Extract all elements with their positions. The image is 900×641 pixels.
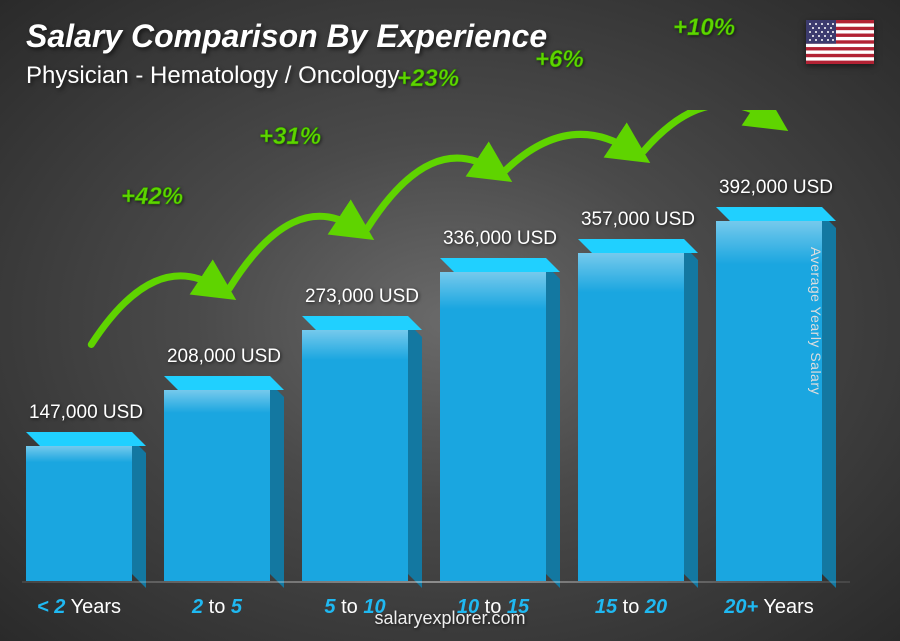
bar-group: 273,000 USD5 to 10 (302, 221, 408, 581)
chart-title: Salary Comparison By Experience (26, 18, 547, 55)
footer-source: salaryexplorer.com (0, 608, 900, 629)
bar (164, 390, 270, 581)
growth-pct: +42% (121, 183, 183, 211)
chart-subtitle: Physician - Hematology / Oncology (26, 62, 400, 90)
bar (440, 272, 546, 581)
bar-group: 208,000 USD2 to 5 (164, 221, 270, 581)
bar-group: 147,000 USD< 2 Years (26, 221, 132, 581)
bar-value: 273,000 USD (272, 286, 452, 308)
growth-pct: +31% (259, 123, 321, 151)
bar (578, 253, 684, 581)
chart-area: 147,000 USD< 2 Years208,000 USD2 to 5273… (20, 110, 850, 581)
bar (716, 221, 822, 581)
bar (302, 330, 408, 581)
growth-pct: +10% (673, 14, 735, 42)
flag-icon (806, 20, 874, 64)
growth-pct: +23% (397, 65, 459, 93)
y-axis-label: Average Yearly Salary (808, 247, 824, 395)
bar-group: 392,000 USD20+ Years (716, 221, 822, 581)
bar-group: 357,000 USD15 to 20 (578, 221, 684, 581)
bar-group: 336,000 USD10 to 15 (440, 221, 546, 581)
bar-value: 208,000 USD (134, 346, 314, 368)
chart-baseline (22, 581, 850, 583)
bar-value: 336,000 USD (410, 228, 590, 250)
bar (26, 446, 132, 581)
bar-value: 147,000 USD (0, 402, 176, 424)
growth-pct: +6% (535, 46, 584, 74)
bar-value: 357,000 USD (548, 209, 728, 231)
bar-value: 392,000 USD (686, 177, 866, 199)
